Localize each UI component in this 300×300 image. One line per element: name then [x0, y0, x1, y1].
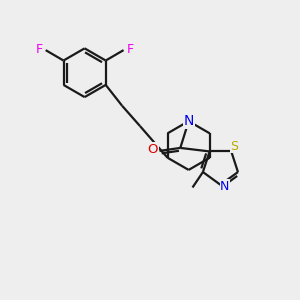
- Text: F: F: [36, 43, 43, 56]
- Text: N: N: [184, 114, 194, 128]
- Text: N: N: [220, 180, 230, 193]
- Text: S: S: [230, 140, 238, 153]
- Text: F: F: [127, 43, 134, 56]
- Text: O: O: [148, 143, 158, 156]
